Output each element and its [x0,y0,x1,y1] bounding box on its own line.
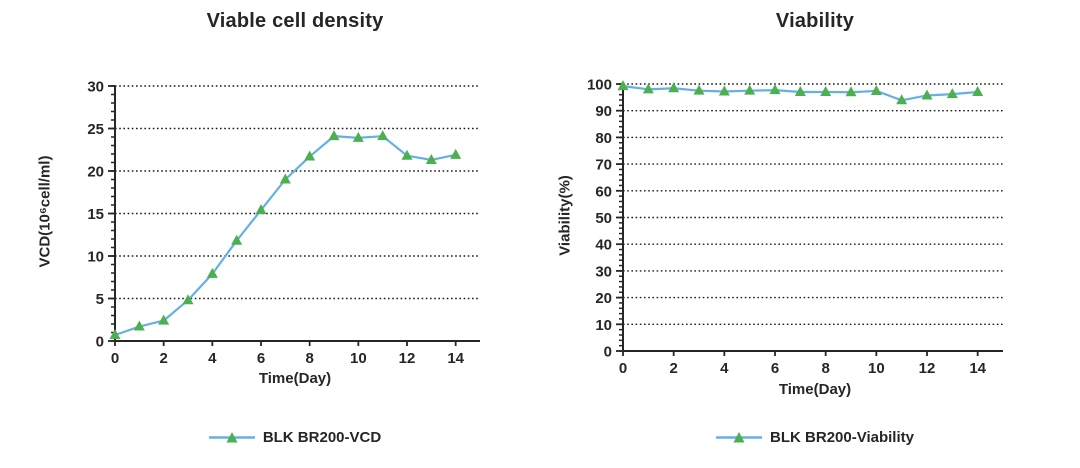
svg-text:0: 0 [619,360,627,377]
svg-text:0: 0 [604,344,612,361]
viability-chart-title: Viability [775,10,855,32]
svg-text:20: 20 [87,164,104,181]
svg-text:15: 15 [87,206,104,223]
svg-text:30: 30 [87,79,104,96]
svg-text:6: 6 [771,360,779,377]
svg-text:12: 12 [919,360,936,377]
svg-text:2: 2 [669,360,677,377]
svg-text:0: 0 [96,334,104,351]
vcd-legend: BLK BR200-VCD [60,429,530,446]
svg-text:14: 14 [969,360,986,377]
svg-text:14: 14 [447,350,464,367]
vcd-x-axis-label: Time(Day) [258,370,332,387]
svg-text:70: 70 [595,157,612,174]
svg-text:80: 80 [595,130,612,147]
viability-chart: Viability Viability(%) 0 10 20 30 40 50 60 70 80… [540,0,1080,468]
viability-x-axis-label: Time(Day) [778,381,852,398]
svg-text:60: 60 [595,183,612,200]
svg-text:30: 30 [595,263,612,280]
vcd-chart-title: Viable cell density [206,10,384,32]
svg-text:12: 12 [399,350,416,367]
vcd-chart: Viable cell density VCD(10⁶cell/ml) 0 5 10… [37,10,530,446]
svg-text:10: 10 [87,249,104,266]
vcd-legend-label: BLK BR200-VCD [262,429,382,446]
svg-text:5: 5 [96,291,104,308]
viability-legend: BLK BR200-Viability [580,429,1050,446]
svg-text:4: 4 [720,360,729,377]
svg-text:4: 4 [208,350,217,367]
svg-text:20: 20 [595,290,612,307]
svg-text:40: 40 [595,237,612,254]
viability-plot-area: 0 10 20 30 40 50 60 70 80 90 100 0 2 4 6 8 10 12 14 [587,77,1003,377]
svg-text:8: 8 [305,350,313,367]
svg-text:25: 25 [87,121,104,138]
vcd-plot-area: 0 5 10 15 20 25 30 0 2 4 6 8 10 12 14 [87,79,480,367]
svg-text:0: 0 [111,350,119,367]
legend-line-triangle-icon [208,431,255,444]
svg-text:10: 10 [868,360,885,377]
svg-text:10: 10 [595,317,612,334]
svg-text:10: 10 [350,350,367,367]
legend-line-triangle-icon [716,431,763,444]
svg-text:2: 2 [159,350,167,367]
svg-text:90: 90 [595,103,612,120]
svg-text:50: 50 [595,210,612,227]
svg-text:6: 6 [257,350,265,367]
svg-text:100: 100 [587,77,612,94]
svg-text:8: 8 [821,360,829,377]
viability-legend-label: BLK BR200-Viability [770,429,914,446]
